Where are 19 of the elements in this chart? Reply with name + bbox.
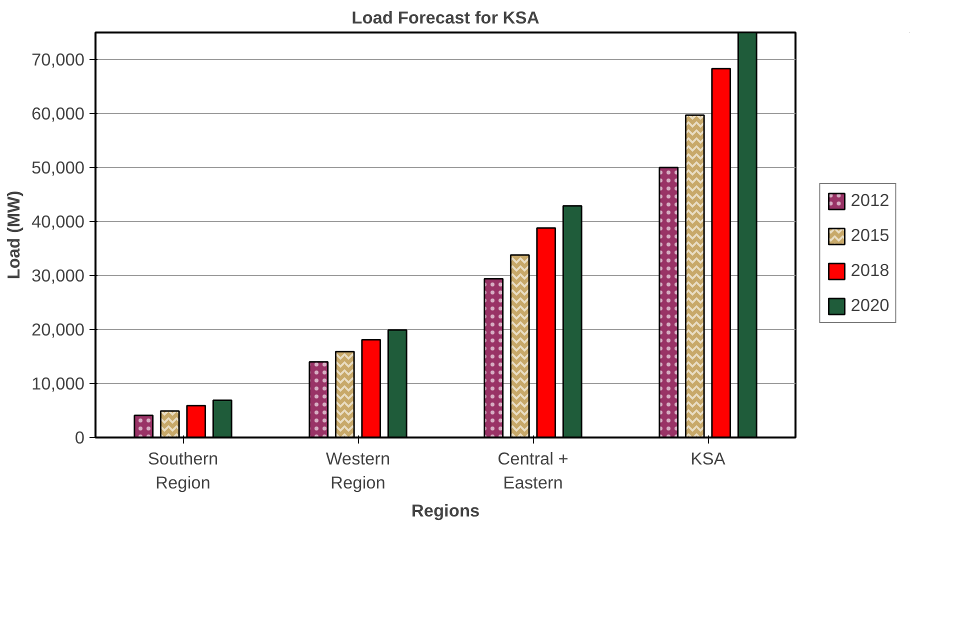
y-tick-label: 10,000 xyxy=(32,374,84,394)
chart-title: Load Forecast for KSA xyxy=(352,8,540,28)
y-tick-label: 30,000 xyxy=(32,266,84,286)
legend-label: 2012 xyxy=(850,190,890,211)
y-axis-title: Load (MW) xyxy=(4,190,24,280)
x-tick-label: Central + Eastern xyxy=(498,448,568,492)
y-tick-label: 0 xyxy=(74,428,85,448)
legend-label: 2020 xyxy=(850,295,890,316)
y-tick-label: 70,000 xyxy=(32,50,84,70)
y-tick-label: 40,000 xyxy=(32,212,84,232)
y-tick-label: 20,000 xyxy=(32,320,84,340)
x-tick-label: KSA xyxy=(690,448,726,468)
y-tick-label: 60,000 xyxy=(32,104,84,124)
x-tick-label: Southern Region xyxy=(148,448,218,492)
legend-label: 2015 xyxy=(850,225,890,246)
y-tick-label: 50,000 xyxy=(32,158,84,178)
legend-label: 2018 xyxy=(850,260,890,281)
x-tick-label: Western Region xyxy=(326,448,390,492)
x-axis-title: Regions xyxy=(411,500,480,520)
